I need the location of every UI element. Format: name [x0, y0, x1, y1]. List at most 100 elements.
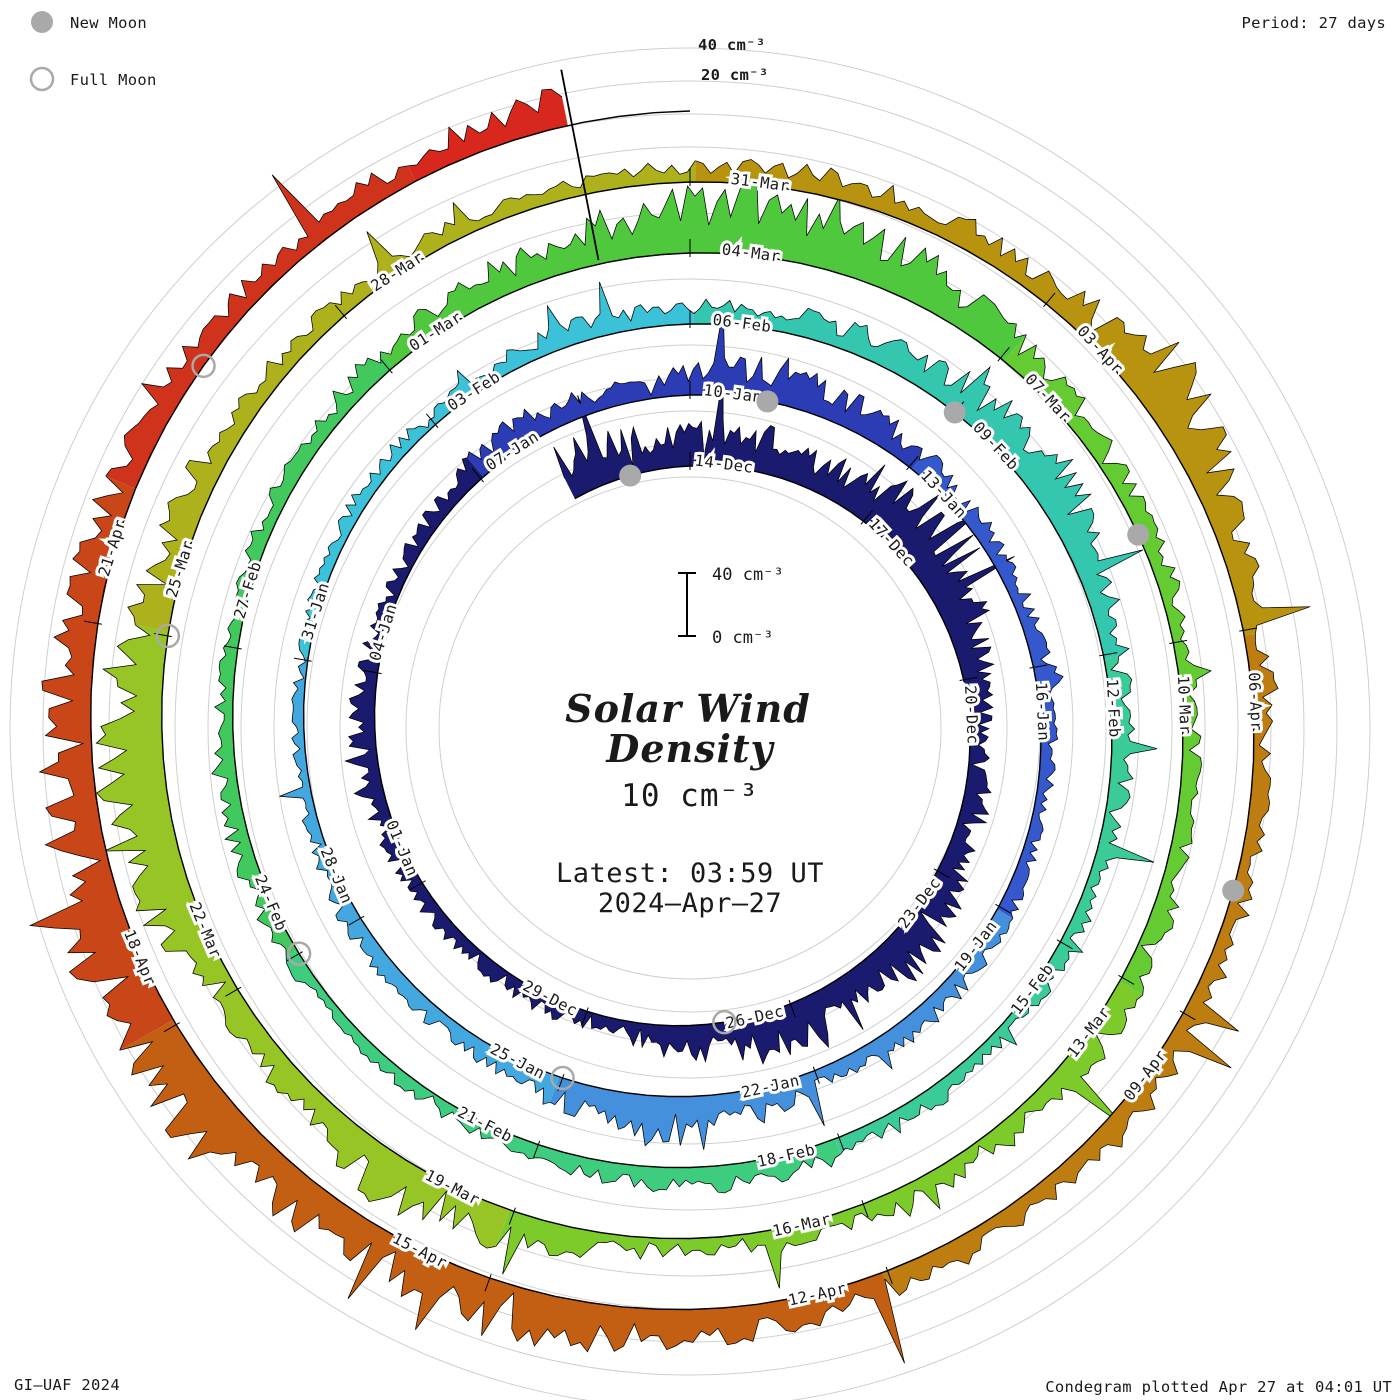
density-segment — [298, 282, 694, 657]
date-tick — [348, 915, 365, 926]
density-segment — [407, 89, 568, 182]
density-segment-outline — [918, 454, 1064, 919]
density-segment-outline — [495, 994, 1144, 1289]
date-tick — [995, 903, 1012, 914]
new-moon-icon — [31, 11, 53, 33]
spiral-baseline — [90, 110, 1255, 1311]
date-tick — [997, 347, 1010, 362]
date-label: 10-Mar — [1174, 675, 1195, 735]
date-tick — [906, 455, 919, 471]
date-label: 20-Dec — [961, 685, 982, 745]
date-tick — [471, 467, 484, 483]
density-segment-outline — [285, 956, 841, 1194]
density-segment-outline — [28, 475, 132, 1051]
full-moon-icon — [29, 66, 55, 92]
density-segment-outline — [127, 160, 696, 625]
grid-circle — [9, 47, 1371, 1400]
date-tick — [363, 669, 382, 675]
density-segment-outline — [344, 373, 1015, 1065]
date-tick — [1043, 292, 1056, 308]
date-tick — [1099, 652, 1118, 657]
date-tick — [409, 880, 426, 891]
date-tick — [788, 999, 796, 1018]
date-label: 06-Apr — [1245, 672, 1266, 732]
radial-scale-bar — [678, 572, 696, 637]
reference-density-label: 10 cm⁻³ — [621, 778, 759, 814]
latest-date-label: 2024–Apr–27 — [598, 888, 782, 919]
scalebar-bottom-label: 0 cm⁻³ — [712, 628, 773, 648]
date-label: 12-Feb — [1103, 678, 1124, 738]
outer-scale-20-label: 20 cm⁻³ — [701, 66, 768, 84]
date-tick — [933, 868, 950, 879]
baseline-spiral — [90, 110, 1255, 1311]
date-tick — [1179, 1010, 1196, 1021]
density-segment — [1003, 334, 1211, 996]
date-label: 29-Dec — [520, 977, 581, 1020]
latest-time-label: Latest: 03:59 UT — [556, 858, 824, 889]
density-segment — [882, 633, 1279, 1296]
density-segment — [105, 165, 416, 489]
date-tick — [334, 304, 348, 320]
date-tick — [959, 676, 978, 681]
date-tick — [533, 1140, 541, 1159]
date-tick — [837, 1133, 845, 1151]
date-label: 16-Jan — [1032, 682, 1053, 742]
new-moon-marker — [1127, 523, 1150, 546]
credit-label: GI–UAF 2024 — [14, 1376, 120, 1394]
density-segment-outline — [105, 165, 408, 477]
density-segment-outline — [1017, 334, 1212, 996]
full-moon-marker — [712, 1009, 737, 1035]
plotted-label: Condegram plotted Apr 27 at 04:01 UT — [1045, 1378, 1392, 1396]
spiral-density-data — [28, 88, 1311, 1364]
latest-time-marker — [560, 69, 600, 261]
full-moon-marker — [155, 623, 181, 649]
date-tick — [84, 620, 102, 625]
date-label: 04-Jan — [366, 602, 401, 664]
date-tick — [1169, 639, 1188, 644]
full-moon-marker — [191, 353, 216, 379]
full-moon-marker — [550, 1065, 575, 1091]
date-tick — [163, 1022, 180, 1033]
date-tick — [1118, 974, 1135, 985]
outer-scale-40-label: 40 cm⁻³ — [698, 36, 765, 54]
density-segment — [835, 656, 1157, 1155]
density-segment-outline — [119, 1041, 905, 1364]
density-segment — [495, 981, 1143, 1289]
chart-title-line1: Solar Wind — [565, 686, 811, 731]
date-tick — [1056, 939, 1073, 950]
density-segment-outline — [549, 918, 1014, 1150]
date-tick — [293, 657, 312, 662]
date-tick — [484, 1274, 492, 1292]
date-tick — [223, 645, 242, 650]
date-tick — [812, 1066, 820, 1084]
moon-legend: New Moon Full Moon — [29, 11, 157, 92]
density-segment-outline — [884, 633, 1279, 1297]
date-label: 31-Jan — [298, 580, 333, 642]
density-segment-outline — [840, 656, 1158, 1155]
density-segment — [693, 299, 1143, 659]
new-moon-marker — [756, 390, 779, 413]
date-tick — [426, 413, 439, 428]
density-segment-outline — [279, 655, 551, 1105]
new-moon-label: New Moon — [70, 14, 147, 32]
date-tick — [508, 1207, 516, 1225]
density-segment — [467, 308, 923, 477]
density-segment-outline — [693, 298, 1144, 657]
date-tick — [581, 1007, 589, 1025]
date-label: 28-Jan — [317, 845, 356, 906]
density-segment — [119, 1019, 905, 1364]
date-tick — [885, 1266, 893, 1285]
full-moon-label: Full Moon — [70, 71, 157, 89]
density-segment-outline — [95, 624, 496, 1249]
moon-phase-markers — [155, 353, 1245, 1091]
date-tick — [1239, 627, 1258, 632]
density-segment-outline — [695, 159, 1311, 634]
density-segment — [96, 624, 510, 1249]
latest-marker-line — [560, 69, 600, 261]
new-moon-marker — [943, 401, 966, 424]
grid-circle — [42, 80, 1338, 1376]
density-segment-outline — [380, 178, 1027, 355]
density-segment-outline — [467, 307, 923, 461]
density-segment — [286, 950, 841, 1193]
